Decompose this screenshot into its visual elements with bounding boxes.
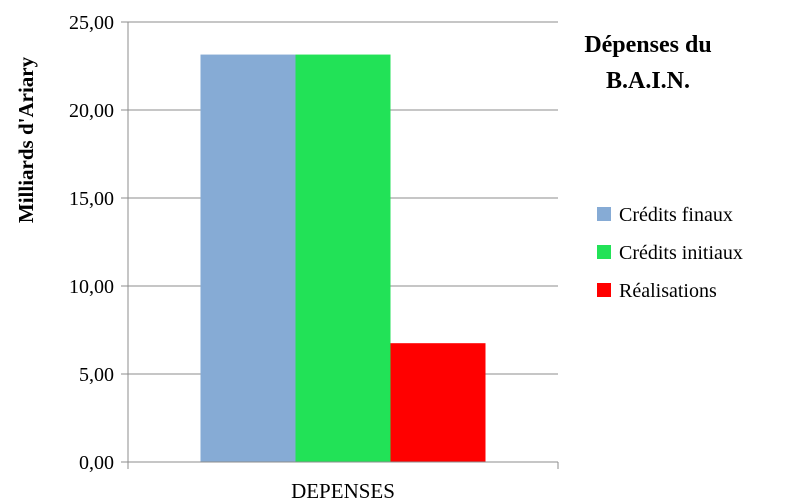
legend-label: Crédits finaux	[619, 204, 733, 226]
axes	[121, 21, 559, 469]
y-tick-label: 25,00	[69, 12, 114, 34]
legend-swatch	[597, 207, 611, 221]
y-tick-labels: 0,00 5,00 10,00 15,00 20,00 25,00	[69, 12, 114, 474]
y-tick-label: 10,00	[69, 276, 114, 298]
legend: Crédits finaux Crédits initiaux Réalisatio…	[597, 204, 743, 302]
x-category-label: DEPENSES	[291, 479, 395, 502]
y-tick-label: 15,00	[69, 188, 114, 210]
bars	[200, 54, 486, 463]
y-axis-label: Milliards d'Ariary	[14, 56, 38, 223]
legend-label: Crédits initiaux	[619, 242, 743, 264]
bar-0-0	[200, 54, 296, 463]
legend-label: Réalisations	[619, 280, 717, 302]
legend-swatch	[597, 283, 611, 297]
y-tick-label: 20,00	[69, 100, 114, 122]
chart-title-line-2: B.A.I.N.	[606, 68, 690, 94]
legend-swatch	[597, 245, 611, 259]
y-tick-label: 5,00	[79, 364, 114, 386]
y-tick-label: 0,00	[79, 452, 114, 474]
bar-1-0	[295, 54, 391, 463]
chart-title-line-1: Dépenses du	[584, 32, 711, 58]
bar-2-0	[390, 343, 486, 462]
